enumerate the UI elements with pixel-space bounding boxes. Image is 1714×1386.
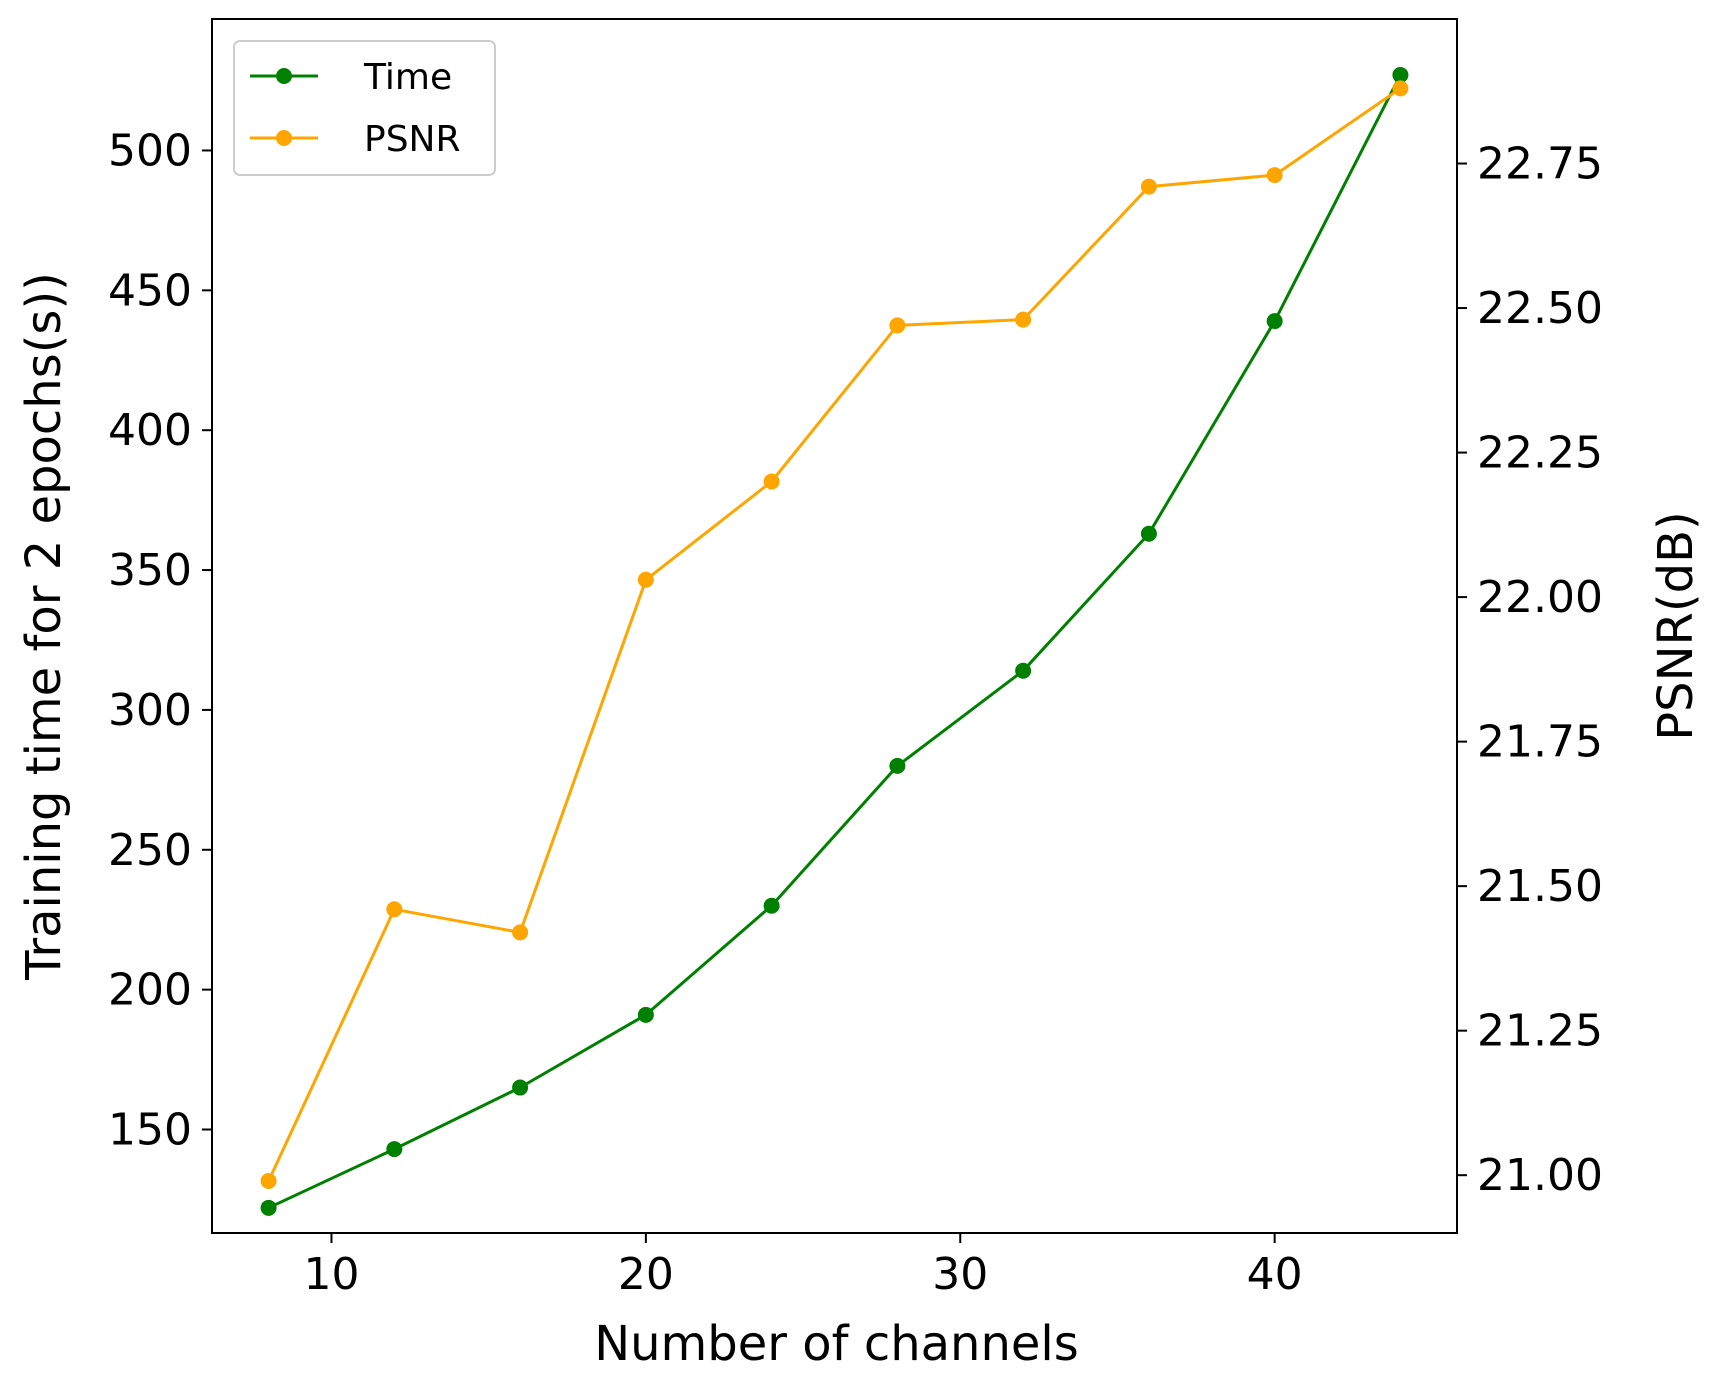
right-y-tick-label: 21.75 (1477, 717, 1603, 768)
data-point-psnr (637, 571, 654, 588)
series-line-psnr (267, 87, 1402, 1182)
left-y-tick-label: 200 (108, 965, 192, 1016)
legend-marker-time (276, 68, 292, 84)
left-y-tick-label: 500 (108, 125, 192, 176)
data-point-psnr (1392, 80, 1409, 97)
data-point-psnr (889, 317, 906, 334)
legend-label-psnr: PSNR (364, 119, 461, 160)
data-point-psnr (512, 924, 529, 941)
legend-label-time: Time (363, 57, 452, 98)
data-point-psnr (1140, 178, 1157, 195)
data-point-time (260, 1199, 277, 1216)
left-y-tick-label: 450 (108, 265, 192, 316)
data-point-time (763, 897, 780, 914)
data-point-time (1392, 66, 1409, 83)
data-point-time (1015, 662, 1032, 679)
x-tick-label: 30 (932, 1249, 988, 1300)
x-tick-label: 20 (618, 1249, 674, 1300)
x-axis-title: Number of channels (594, 1316, 1079, 1372)
left-y-tick-label: 350 (108, 545, 192, 596)
left-y-tick-label: 250 (108, 825, 192, 876)
data-point-time (1140, 525, 1157, 542)
right-y-tick-label: 21.25 (1477, 1006, 1603, 1057)
data-point-psnr (386, 901, 403, 918)
right-y-axis-title: PSNR(dB) (1648, 511, 1704, 741)
data-point-time (637, 1006, 654, 1023)
x-tick-label: 40 (1247, 1249, 1303, 1300)
data-point-time (1266, 313, 1283, 330)
right-y-tick-label: 22.75 (1477, 139, 1603, 190)
left-y-tick-label: 300 (108, 685, 192, 736)
left-y-tick-label: 150 (108, 1105, 192, 1156)
data-point-psnr (1266, 167, 1283, 184)
data-point-psnr (260, 1172, 277, 1189)
data-point-time (512, 1079, 529, 1096)
left-y-tick-label: 400 (108, 405, 192, 456)
left-y-axis-title: Training time for 2 epochs(s)) (16, 272, 72, 981)
series-line-time (267, 74, 1402, 1210)
legend-marker-psnr (276, 130, 292, 146)
right-y-tick-label: 21.50 (1477, 861, 1603, 912)
right-y-tick-label: 22.50 (1477, 283, 1603, 334)
data-point-psnr (1015, 311, 1032, 328)
right-y-tick-label: 22.25 (1477, 428, 1603, 479)
x-tick-label: 10 (303, 1249, 359, 1300)
data-point-time (386, 1141, 403, 1158)
data-point-psnr (763, 473, 780, 490)
plot-frame (211, 18, 1458, 1234)
right-y-tick-label: 22.00 (1477, 572, 1603, 623)
right-y-tick-label: 21.00 (1477, 1150, 1603, 1201)
data-point-time (889, 757, 906, 774)
